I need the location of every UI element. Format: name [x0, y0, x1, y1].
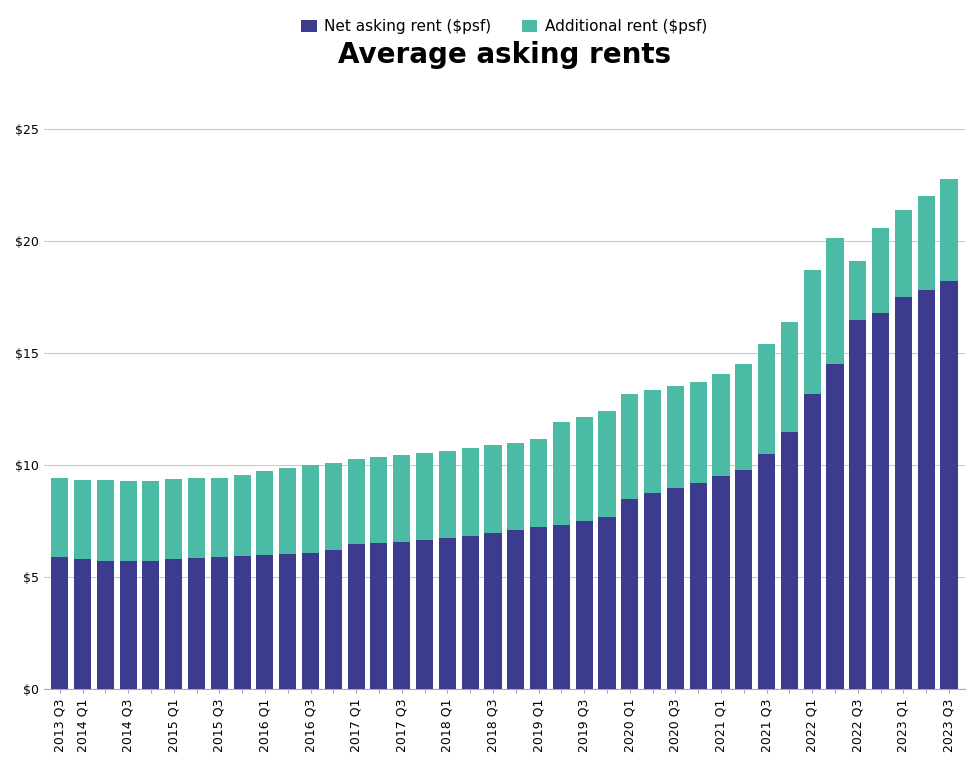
Bar [188, 478, 205, 558]
Bar [917, 196, 935, 291]
Bar [279, 468, 296, 554]
Bar [97, 480, 114, 561]
Bar [439, 451, 456, 538]
Bar [530, 527, 547, 690]
Bar [826, 238, 844, 364]
Bar [781, 322, 798, 432]
Bar [553, 525, 570, 690]
Bar [166, 479, 182, 559]
Bar [324, 551, 342, 690]
Bar [211, 478, 228, 557]
Bar [508, 530, 524, 690]
Bar [850, 320, 866, 690]
Bar [599, 411, 615, 517]
Bar [74, 480, 91, 559]
Bar [666, 386, 684, 488]
Bar [97, 561, 114, 690]
Bar [211, 557, 228, 690]
Bar [621, 499, 638, 690]
Bar [735, 364, 753, 469]
Bar [416, 453, 433, 541]
Bar [348, 544, 365, 690]
Bar [439, 538, 456, 690]
Bar [233, 476, 251, 556]
Bar [941, 281, 957, 690]
Bar [393, 542, 411, 690]
Bar [370, 457, 387, 542]
Bar [941, 179, 957, 281]
Bar [644, 390, 662, 493]
Bar [74, 559, 91, 690]
Bar [553, 422, 570, 525]
Bar [462, 536, 478, 690]
Bar [690, 382, 707, 483]
Bar [51, 557, 69, 690]
Bar [850, 262, 866, 320]
Bar [712, 476, 729, 690]
Bar [530, 439, 547, 527]
Bar [484, 445, 502, 532]
Bar [826, 364, 844, 690]
Bar [188, 558, 205, 690]
Bar [51, 478, 69, 557]
Bar [370, 542, 387, 690]
Bar [804, 270, 821, 393]
Bar [142, 481, 160, 561]
Bar [872, 313, 889, 690]
Bar [917, 291, 935, 690]
Bar [575, 522, 593, 690]
Title: Average asking rents: Average asking rents [338, 41, 671, 69]
Bar [575, 417, 593, 522]
Bar [233, 556, 251, 690]
Bar [348, 459, 365, 544]
Bar [781, 432, 798, 690]
Bar [644, 493, 662, 690]
Bar [759, 344, 775, 454]
Bar [257, 555, 273, 690]
Bar [302, 466, 319, 553]
Bar [120, 561, 136, 690]
Bar [690, 483, 707, 690]
Bar [599, 517, 615, 690]
Bar [804, 393, 821, 690]
Bar [666, 488, 684, 690]
Bar [735, 469, 753, 690]
Bar [166, 559, 182, 690]
Bar [895, 297, 912, 690]
Bar [872, 228, 889, 313]
Bar [462, 449, 478, 536]
Bar [895, 209, 912, 297]
Bar [142, 561, 160, 690]
Bar [120, 481, 136, 561]
Bar [621, 393, 638, 499]
Bar [324, 463, 342, 551]
Bar [416, 541, 433, 690]
Bar [759, 454, 775, 690]
Bar [393, 455, 411, 542]
Bar [484, 532, 502, 690]
Bar [257, 471, 273, 555]
Bar [279, 554, 296, 690]
Bar [508, 443, 524, 530]
Bar [302, 553, 319, 690]
Legend: Net asking rent ($psf), Additional rent ($psf): Net asking rent ($psf), Additional rent … [295, 13, 713, 41]
Bar [712, 374, 729, 476]
